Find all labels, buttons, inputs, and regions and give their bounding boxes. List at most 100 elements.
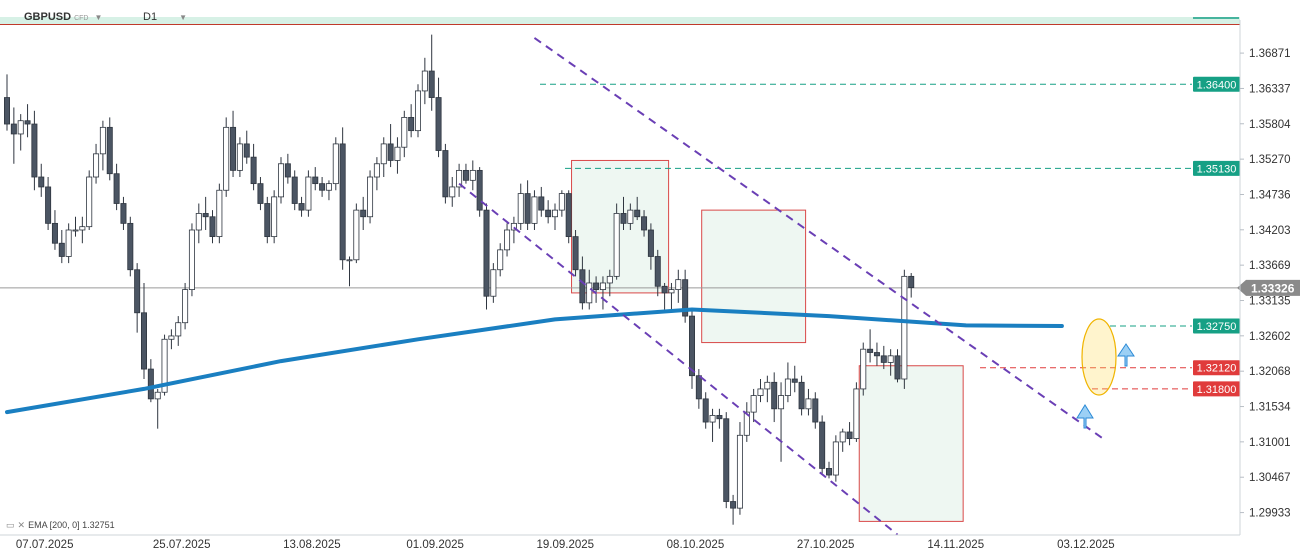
candle-body	[901, 275, 908, 380]
candle-body	[305, 176, 312, 211]
candle-body	[373, 163, 380, 178]
candle-body	[154, 391, 161, 400]
y-tick-label: 1.35270	[1249, 154, 1291, 166]
candle-body	[106, 126, 113, 175]
candle-body	[675, 279, 682, 290]
candle-body	[257, 183, 264, 204]
candle-body	[497, 249, 504, 271]
y-tick-label: 1.34736	[1249, 189, 1291, 201]
close-icon[interactable]: ✕	[17, 520, 26, 530]
candle-body	[867, 348, 874, 353]
y-axis: 1.36871 1.36337 1.35804 1.35270 1.34736 1.342…	[1239, 20, 1291, 535]
candle-body	[312, 176, 319, 185]
candle-body	[291, 176, 298, 204]
candle-body	[298, 203, 305, 211]
candle-body	[394, 146, 401, 161]
candle-body	[31, 123, 38, 178]
candle-body	[462, 169, 469, 181]
symbol-selector[interactable]: GBPUSD CFD ▼	[24, 11, 102, 23]
candle-body	[764, 381, 771, 390]
candle-body	[250, 156, 257, 185]
level-badge	[1193, 318, 1240, 334]
consolidation-box	[858, 365, 964, 522]
candle-body	[483, 209, 490, 297]
candle-body	[613, 213, 620, 277]
candle-body	[661, 285, 668, 294]
level-badge	[1193, 160, 1240, 176]
candle-body	[51, 222, 58, 244]
candle-body	[606, 275, 613, 284]
candle-body	[79, 226, 86, 231]
candle-body	[127, 222, 134, 271]
candle-body	[791, 378, 798, 383]
chevron-down-icon: ▼	[179, 13, 187, 22]
candle-body	[442, 150, 449, 198]
candle-body	[853, 388, 860, 440]
candle-body	[531, 196, 538, 224]
y-tick-label: 1.35804	[1249, 119, 1291, 131]
candle-body	[216, 189, 223, 238]
level-badge-label: 1.35130	[1197, 163, 1237, 175]
candle-body	[195, 213, 202, 231]
level-badge-label: 1.32750	[1197, 321, 1237, 333]
candle-body	[449, 186, 456, 198]
x-tick-label: 07.07.2025	[16, 539, 74, 551]
timeframe-selector[interactable]: D1 ▼	[143, 11, 187, 23]
candle-body	[243, 143, 250, 158]
candle-body	[476, 169, 483, 211]
candle-body	[798, 381, 805, 410]
candle-body	[147, 368, 154, 400]
candle-body	[93, 153, 100, 178]
candle-body	[552, 209, 559, 218]
candle-body	[647, 229, 654, 257]
candle-body	[524, 193, 531, 224]
channel-lower-line	[458, 182, 899, 536]
x-tick-label: 19.09.2025	[537, 539, 595, 551]
candle-body	[332, 143, 339, 185]
candle-body	[264, 203, 271, 238]
candle-body	[38, 176, 45, 188]
candle-body	[182, 289, 189, 324]
candle-body	[873, 352, 880, 357]
indicator-params: [200, 0]	[49, 520, 80, 530]
indicator-settings-icon[interactable]: ▭	[6, 520, 15, 530]
indicator-legend[interactable]: ▭ ✕ EMA [200, 0] 1.32751	[6, 520, 115, 531]
y-tick-label: 1.31534	[1249, 402, 1291, 414]
candle-body	[223, 126, 230, 191]
candle-body	[469, 169, 476, 181]
instrument-type: CFD	[74, 15, 89, 22]
annotations	[1076, 318, 1135, 429]
candle-body	[908, 275, 915, 289]
candle-body	[17, 120, 24, 135]
candle-body	[490, 269, 497, 297]
y-tick-label: 1.32602	[1249, 331, 1291, 343]
x-tick-label: 01.09.2025	[406, 539, 464, 551]
candle-body	[380, 143, 387, 165]
candle-body	[45, 186, 52, 224]
candle-body	[579, 269, 586, 304]
candle-body	[812, 398, 819, 423]
candle-body	[346, 259, 353, 262]
candle-body	[10, 123, 17, 135]
candle-body	[360, 209, 367, 218]
candle-body	[4, 97, 10, 125]
arrow-up-icon	[1117, 343, 1135, 367]
candle-body	[641, 216, 648, 231]
candle-body	[435, 97, 442, 151]
candle-body	[367, 176, 374, 218]
candle-body	[668, 289, 675, 294]
candle-body	[353, 209, 360, 261]
candle-body	[271, 196, 278, 238]
candle-body	[709, 415, 716, 423]
candle-body	[757, 388, 764, 396]
candle-body	[572, 236, 579, 271]
top-strip	[0, 17, 1240, 24]
y-tick-label: 1.31001	[1249, 437, 1291, 449]
candle-body	[339, 143, 346, 261]
x-tick-label: 13.08.2025	[283, 539, 341, 551]
candle-body	[325, 183, 332, 191]
y-tick-label: 1.29933	[1249, 508, 1291, 520]
candle-body	[140, 312, 147, 370]
candle-body	[832, 441, 839, 476]
